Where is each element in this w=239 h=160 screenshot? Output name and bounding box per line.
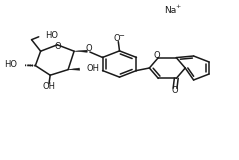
Text: O: O (85, 44, 92, 52)
Polygon shape (68, 68, 80, 70)
Text: Na: Na (164, 6, 176, 15)
Text: −: − (119, 32, 125, 39)
Polygon shape (74, 50, 87, 52)
Text: HO: HO (45, 31, 58, 40)
Text: O: O (154, 51, 160, 60)
Text: O: O (172, 86, 178, 95)
Text: O: O (54, 42, 61, 51)
Text: O: O (113, 34, 120, 43)
Text: OH: OH (43, 82, 55, 91)
Text: OH: OH (87, 64, 100, 73)
Text: HO: HO (5, 60, 17, 69)
Text: +: + (176, 4, 181, 9)
